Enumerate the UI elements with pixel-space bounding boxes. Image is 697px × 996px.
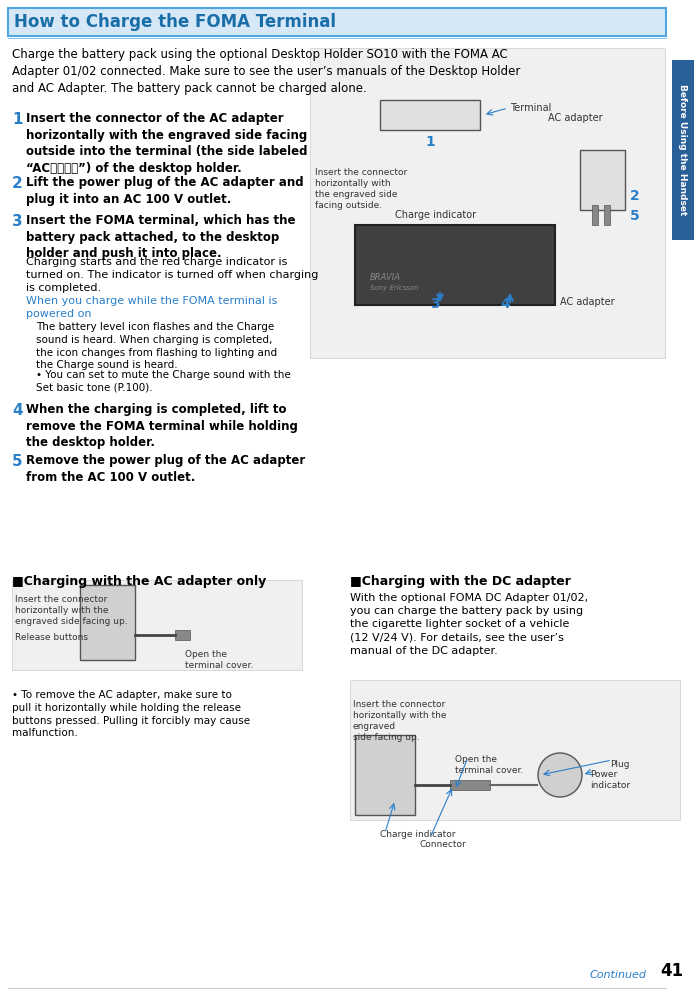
Text: Charging starts and the red charge indicator is
turned on. The indicator is turn: Charging starts and the red charge indic… (26, 257, 319, 293)
Text: Open the
terminal cover.: Open the terminal cover. (455, 755, 523, 775)
Text: Continued: Continued (590, 970, 647, 980)
Text: When you charge while the FOMA terminal is
powered on: When you charge while the FOMA terminal … (26, 296, 277, 319)
Text: 1: 1 (425, 135, 435, 149)
Text: Insert the connector
horizontally with the
engraved
side facing up.: Insert the connector horizontally with t… (353, 700, 447, 742)
Bar (310, 48, 665, 358)
Text: Plug: Plug (610, 760, 629, 769)
Text: 5: 5 (630, 209, 640, 223)
Text: Before Using the Handset: Before Using the Handset (678, 85, 687, 216)
Text: Sony Ericsson: Sony Ericsson (370, 285, 419, 291)
FancyBboxPatch shape (8, 8, 666, 36)
Text: 4: 4 (12, 403, 22, 418)
Text: 4: 4 (500, 297, 510, 311)
Bar (604, 205, 610, 225)
Text: BRAVIA: BRAVIA (370, 273, 401, 282)
Bar (355, 735, 415, 815)
Text: Charge the battery pack using the optional Desktop Holder SO10 with the FOMA AC
: Charge the battery pack using the option… (12, 48, 521, 95)
Text: Connector: Connector (420, 840, 467, 849)
Text: Remove the power plug of the AC adapter
from the AC 100 V outlet.: Remove the power plug of the AC adapter … (26, 454, 305, 483)
Text: Charge indicator: Charge indicator (380, 830, 456, 839)
Text: • You can set to mute the Charge sound with the
Set basic tone (P.100).: • You can set to mute the Charge sound w… (36, 370, 291, 392)
Text: Insert the connector of the AC adapter
horizontally with the engraved side facin: Insert the connector of the AC adapter h… (26, 112, 307, 174)
Text: • To remove the AC adapter, make sure to
pull it horizontally while holding the : • To remove the AC adapter, make sure to… (12, 690, 250, 738)
Bar (580, 150, 625, 210)
Text: When the charging is completed, lift to
remove the FOMA terminal while holding
t: When the charging is completed, lift to … (26, 403, 298, 449)
Text: Lift the power plug of the AC adapter and
plug it into an AC 100 V outlet.: Lift the power plug of the AC adapter an… (26, 176, 304, 205)
Text: How to Charge the FOMA Terminal: How to Charge the FOMA Terminal (14, 13, 336, 31)
Text: Charge indicator: Charge indicator (395, 210, 476, 220)
Text: ■Charging with the AC adapter only: ■Charging with the AC adapter only (12, 575, 266, 588)
Text: With the optional FOMA DC Adapter 01/02,
you can charge the battery pack by usin: With the optional FOMA DC Adapter 01/02,… (350, 593, 588, 655)
Text: 2: 2 (12, 176, 23, 191)
Text: Insert the connector
horizontally with the
engraved side facing up.: Insert the connector horizontally with t… (15, 595, 128, 626)
Bar (380, 100, 480, 130)
Text: 5: 5 (12, 454, 22, 469)
Bar (450, 780, 490, 790)
Text: Insert the FOMA terminal, which has the
battery pack attached, to the desktop
ho: Insert the FOMA terminal, which has the … (26, 214, 296, 260)
Circle shape (538, 753, 582, 797)
Text: 2: 2 (630, 189, 640, 203)
Text: ■Charging with the DC adapter: ■Charging with the DC adapter (350, 575, 571, 588)
Bar (592, 205, 598, 225)
Text: Open the
terminal cover.: Open the terminal cover. (185, 650, 253, 670)
Text: Power
indicator: Power indicator (590, 770, 630, 790)
Bar (175, 630, 190, 640)
Text: AC adapter: AC adapter (560, 297, 615, 307)
Text: Insert the connector
horizontally with
the engraved side
facing outside.: Insert the connector horizontally with t… (315, 168, 407, 210)
Text: 3: 3 (12, 214, 22, 229)
Text: 41: 41 (660, 962, 683, 980)
Bar (12, 580, 302, 670)
Text: Release buttons: Release buttons (15, 633, 88, 642)
Bar (355, 225, 555, 305)
Text: 3: 3 (430, 297, 440, 311)
Bar (350, 680, 680, 820)
FancyBboxPatch shape (672, 60, 694, 240)
Bar (80, 585, 135, 660)
Text: 1: 1 (12, 112, 22, 127)
Text: The battery level icon flashes and the Charge
sound is heard. When charging is c: The battery level icon flashes and the C… (36, 322, 277, 371)
Text: AC adapter: AC adapter (548, 113, 603, 123)
Text: Terminal: Terminal (510, 103, 551, 113)
